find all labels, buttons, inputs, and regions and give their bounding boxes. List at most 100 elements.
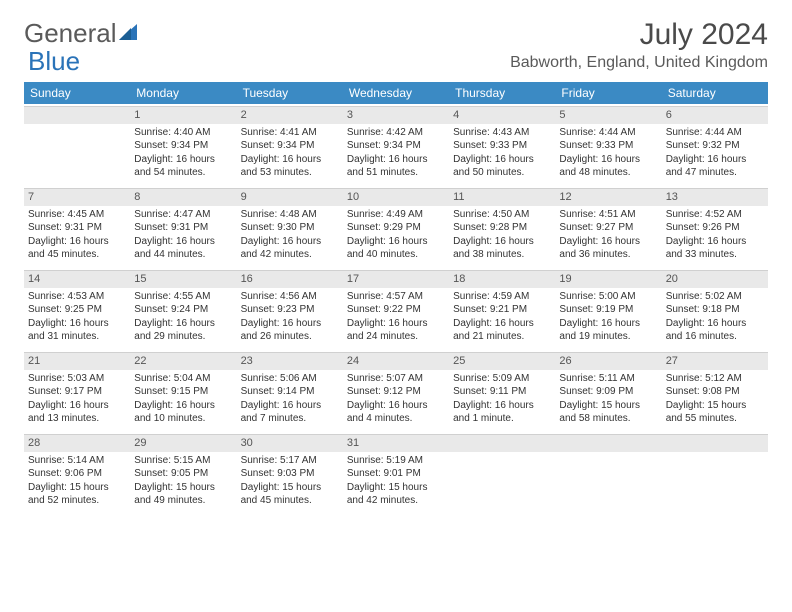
d2-line: and 51 minutes. [347,166,445,180]
d1-line: Daylight: 16 hours [559,317,657,331]
sunset-line: Sunset: 9:15 PM [134,385,232,399]
sunrise-line: Sunrise: 5:00 AM [559,290,657,304]
day-number: 3 [343,106,449,124]
calendar-cell: 27Sunrise: 5:12 AMSunset: 9:08 PMDayligh… [662,350,768,432]
sunset-line: Sunset: 9:01 PM [347,467,445,481]
d2-line: and 1 minute. [453,412,551,426]
calendar-cell: 21Sunrise: 5:03 AMSunset: 9:17 PMDayligh… [24,350,130,432]
sunrise-line: Sunrise: 4:42 AM [347,126,445,140]
sunrise-line: Sunrise: 4:41 AM [241,126,339,140]
d2-line: and 10 minutes. [134,412,232,426]
sunset-line: Sunset: 9:19 PM [559,303,657,317]
calendar-week: 1Sunrise: 4:40 AMSunset: 9:34 PMDaylight… [24,104,768,186]
sunset-line: Sunset: 9:03 PM [241,467,339,481]
calendar-header-row: SundayMondayTuesdayWednesdayThursdayFrid… [24,82,768,104]
sunset-line: Sunset: 9:34 PM [347,139,445,153]
calendar-cell: 19Sunrise: 5:00 AMSunset: 9:19 PMDayligh… [555,268,661,350]
sunset-line: Sunset: 9:28 PM [453,221,551,235]
day-number: 31 [343,434,449,452]
day-number: 14 [24,270,130,288]
d2-line: and 13 minutes. [28,412,126,426]
calendar-cell-blank [662,432,768,514]
d1-line: Daylight: 16 hours [347,399,445,413]
sunset-line: Sunset: 9:26 PM [666,221,764,235]
d2-line: and 47 minutes. [666,166,764,180]
day-number: 23 [237,352,343,370]
d2-line: and 53 minutes. [241,166,339,180]
day-number: 13 [662,188,768,206]
sunrise-line: Sunrise: 5:07 AM [347,372,445,386]
day-header: Monday [130,82,236,104]
d2-line: and 50 minutes. [453,166,551,180]
calendar-cell: 13Sunrise: 4:52 AMSunset: 9:26 PMDayligh… [662,186,768,268]
d1-line: Daylight: 16 hours [453,399,551,413]
d2-line: and 26 minutes. [241,330,339,344]
calendar-cell: 31Sunrise: 5:19 AMSunset: 9:01 PMDayligh… [343,432,449,514]
d2-line: and 38 minutes. [453,248,551,262]
sunrise-line: Sunrise: 4:44 AM [666,126,764,140]
sunrise-line: Sunrise: 4:48 AM [241,208,339,222]
calendar-cell: 18Sunrise: 4:59 AMSunset: 9:21 PMDayligh… [449,268,555,350]
d2-line: and 42 minutes. [347,494,445,508]
location: Babworth, England, United Kingdom [510,54,768,72]
sunset-line: Sunset: 9:27 PM [559,221,657,235]
d2-line: and 19 minutes. [559,330,657,344]
sunrise-line: Sunrise: 4:52 AM [666,208,764,222]
sunset-line: Sunset: 9:32 PM [666,139,764,153]
calendar-week: 14Sunrise: 4:53 AMSunset: 9:25 PMDayligh… [24,268,768,350]
calendar-cell: 2Sunrise: 4:41 AMSunset: 9:34 PMDaylight… [237,104,343,186]
calendar-cell-blank [555,432,661,514]
day-number: 5 [555,106,661,124]
day-number: 18 [449,270,555,288]
day-number: 1 [130,106,236,124]
sunrise-line: Sunrise: 5:15 AM [134,454,232,468]
header: General July 2024 Babworth, England, Uni… [24,18,768,72]
sunrise-line: Sunrise: 4:59 AM [453,290,551,304]
day-number: 26 [555,352,661,370]
sunrise-line: Sunrise: 4:44 AM [559,126,657,140]
calendar-cell: 24Sunrise: 5:07 AMSunset: 9:12 PMDayligh… [343,350,449,432]
d2-line: and 44 minutes. [134,248,232,262]
d2-line: and 42 minutes. [241,248,339,262]
sunrise-line: Sunrise: 4:56 AM [241,290,339,304]
sunset-line: Sunset: 9:12 PM [347,385,445,399]
d2-line: and 49 minutes. [134,494,232,508]
sunset-line: Sunset: 9:11 PM [453,385,551,399]
d2-line: and 45 minutes. [28,248,126,262]
calendar-cell: 17Sunrise: 4:57 AMSunset: 9:22 PMDayligh… [343,268,449,350]
d1-line: Daylight: 16 hours [241,235,339,249]
sunrise-line: Sunrise: 5:06 AM [241,372,339,386]
d2-line: and 52 minutes. [28,494,126,508]
day-number: 27 [662,352,768,370]
sunrise-line: Sunrise: 5:04 AM [134,372,232,386]
calendar-cell: 15Sunrise: 4:55 AMSunset: 9:24 PMDayligh… [130,268,236,350]
sunrise-line: Sunrise: 4:45 AM [28,208,126,222]
d1-line: Daylight: 16 hours [241,153,339,167]
sunrise-line: Sunrise: 4:55 AM [134,290,232,304]
sunrise-line: Sunrise: 5:12 AM [666,372,764,386]
calendar-cell: 25Sunrise: 5:09 AMSunset: 9:11 PMDayligh… [449,350,555,432]
sunrise-line: Sunrise: 4:49 AM [347,208,445,222]
calendar: SundayMondayTuesdayWednesdayThursdayFrid… [24,82,768,514]
d2-line: and 21 minutes. [453,330,551,344]
day-number [449,434,555,452]
d1-line: Daylight: 16 hours [347,153,445,167]
calendar-cell: 8Sunrise: 4:47 AMSunset: 9:31 PMDaylight… [130,186,236,268]
sunrise-line: Sunrise: 4:40 AM [134,126,232,140]
d2-line: and 33 minutes. [666,248,764,262]
calendar-cell: 22Sunrise: 5:04 AMSunset: 9:15 PMDayligh… [130,350,236,432]
calendar-week: 28Sunrise: 5:14 AMSunset: 9:06 PMDayligh… [24,432,768,514]
sunrise-line: Sunrise: 5:11 AM [559,372,657,386]
day-number: 16 [237,270,343,288]
d2-line: and 7 minutes. [241,412,339,426]
sunrise-line: Sunrise: 4:53 AM [28,290,126,304]
sunrise-line: Sunrise: 4:50 AM [453,208,551,222]
d2-line: and 16 minutes. [666,330,764,344]
sunrise-line: Sunrise: 4:51 AM [559,208,657,222]
calendar-cell: 30Sunrise: 5:17 AMSunset: 9:03 PMDayligh… [237,432,343,514]
calendar-cell: 23Sunrise: 5:06 AMSunset: 9:14 PMDayligh… [237,350,343,432]
sunset-line: Sunset: 9:24 PM [134,303,232,317]
logo: General [24,18,141,49]
sunrise-line: Sunrise: 5:14 AM [28,454,126,468]
calendar-cell: 11Sunrise: 4:50 AMSunset: 9:28 PMDayligh… [449,186,555,268]
